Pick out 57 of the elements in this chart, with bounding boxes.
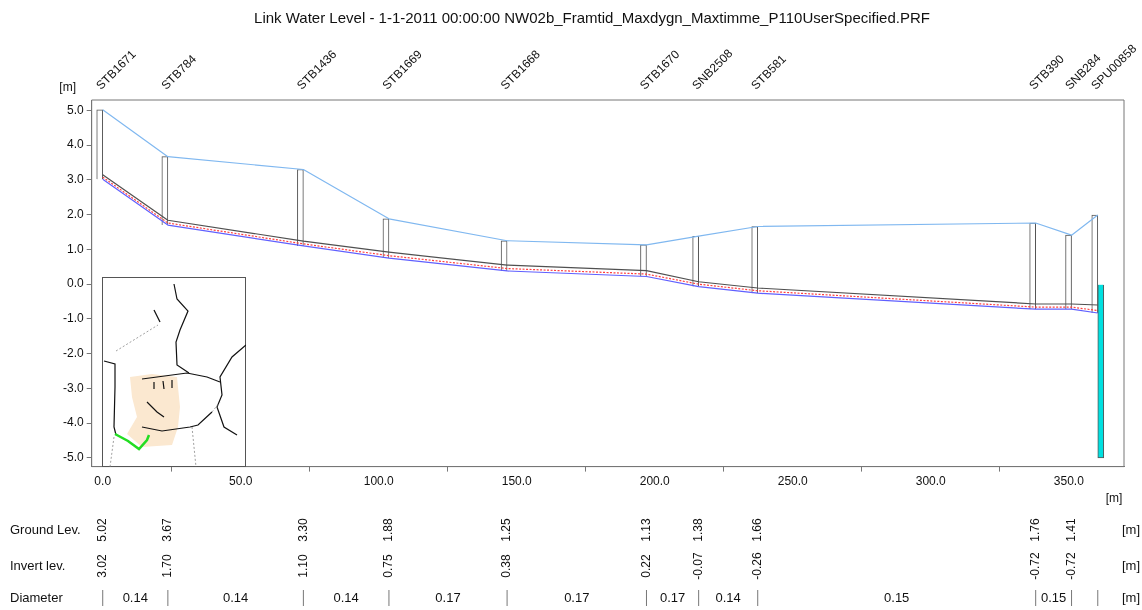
text: 3.67 [160,518,175,542]
text: 0.14 [122,589,148,605]
text: 1.88 [381,518,396,542]
text: 0.14 [333,589,359,605]
text: 1.13 [638,518,653,542]
text: 1.70 [160,554,175,578]
chart-title: Link Water Level - 1-1-2011 00:00:00 NW02b_Framtid_Maxdygn_Maxtimme_P110UserSpecified.PRF [254,9,930,27]
text: 0.38 [499,554,514,578]
text: 5.02 [95,518,110,542]
text: 1.25 [499,518,514,542]
text: 1.38 [690,518,705,542]
y-tick-label: -4.0 [62,415,84,430]
text: 0.15 [884,589,910,605]
text: 3.30 [295,518,310,542]
x-tick-label: 350.0 [1053,474,1085,489]
text: 0.22 [638,554,653,578]
text: 1.10 [295,554,310,578]
text: -0.72 [1063,552,1078,580]
x-tick-label: 0.0 [94,474,112,489]
y-tick-label: 3.0 [66,172,84,187]
text: 1.66 [750,518,765,542]
x-tick-label: 50.0 [229,474,253,489]
y-tick-label: 1.0 [66,241,84,256]
y-tick-label: -5.0 [62,450,84,465]
x-tick-label: 200.0 [639,474,671,489]
text: -0.07 [690,552,705,580]
text: 0.17 [659,589,686,605]
y-tick-label: -2.0 [62,345,84,360]
y-tick-label: 4.0 [66,137,84,152]
y-tick-label: -3.0 [62,380,84,395]
text: Ground Lev. [10,521,81,537]
x-tick-label: 250.0 [777,474,809,489]
text: 0.75 [381,554,396,578]
text: Invert lev. [10,557,66,573]
text: [m] [1121,589,1140,605]
x-axis-title: [m] [1105,490,1123,505]
text: 0.17 [564,589,590,605]
x-tick-label: 300.0 [915,474,947,489]
text: 0.15 [1040,589,1067,605]
text: 0.14 [715,589,741,605]
y-axis-title: [m] [59,80,77,95]
y-tick-label: 5.0 [66,102,84,117]
text: -0.72 [1027,552,1042,580]
text: 0.14 [222,589,249,605]
y-tick-label: -1.0 [62,311,84,326]
x-tick-label: 100.0 [363,474,395,489]
text: [m] [1121,521,1140,537]
y-tick-label: 0.0 [66,276,84,291]
text: [m] [1121,557,1140,573]
text: 1.41 [1063,518,1078,542]
y-tick-label: 2.0 [66,206,84,221]
text: Diameter [10,589,64,605]
text: 0.17 [435,589,461,605]
text: 3.02 [95,554,110,578]
text: -0.26 [750,552,765,580]
x-tick-label: 150.0 [501,474,533,489]
text: 1.76 [1027,518,1042,542]
